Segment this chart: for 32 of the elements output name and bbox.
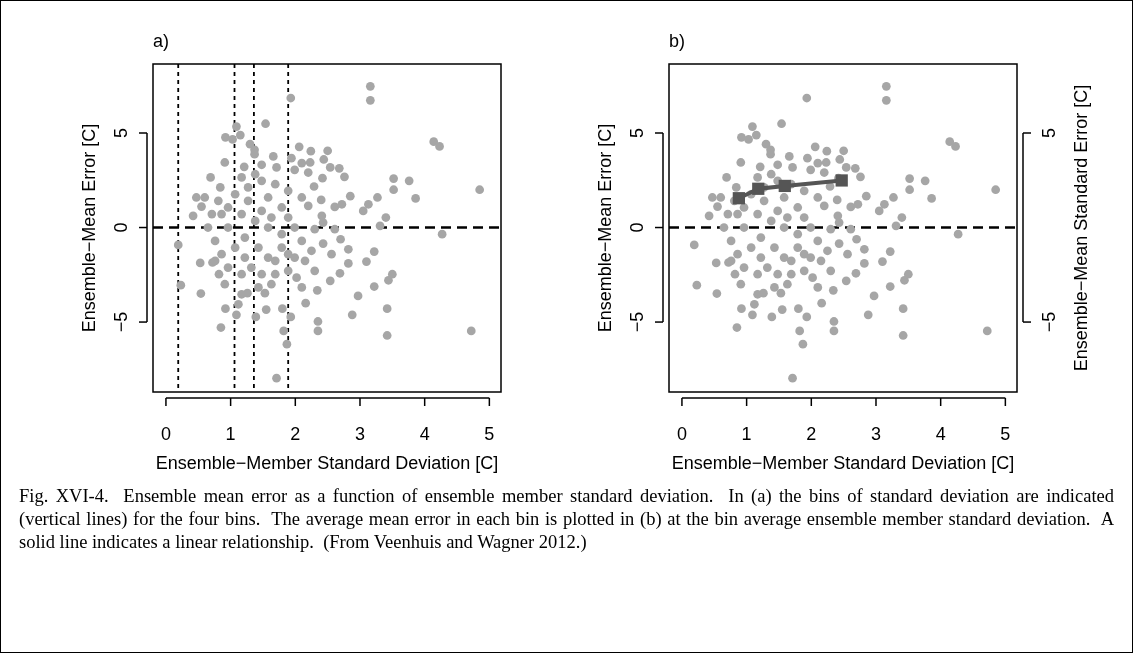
y2-axis-title: Ensemble−Mean Standard Error [C] <box>1071 84 1091 372</box>
y-tick-label: −5 <box>627 311 647 333</box>
point <box>778 179 791 193</box>
x-tick-label: 4 <box>935 424 946 444</box>
y-axis-title: Ensemble−Mean Error [C] <box>79 123 99 333</box>
x-tick-label: 1 <box>225 424 236 444</box>
y-tick-label: 0 <box>627 222 647 233</box>
y-tick-label: −5 <box>111 311 131 333</box>
y-axis-title: Ensemble−Mean Error [C] <box>595 123 615 333</box>
y-tick-label: 0 <box>111 222 131 233</box>
x-tick-label: 5 <box>1000 424 1011 444</box>
x-tick-label: 1 <box>741 424 752 444</box>
x-axis-title: Ensemble−Member Standard Deviation [C] <box>671 453 1015 473</box>
x-tick-label: 0 <box>160 424 171 444</box>
chart-title: b) <box>669 31 686 51</box>
x-tick-label: 4 <box>419 424 430 444</box>
point <box>835 174 848 187</box>
x-tick-label: 0 <box>676 424 687 444</box>
x-tick-label: 2 <box>806 424 817 444</box>
y2-tick-label: −5 <box>1039 311 1059 333</box>
y-tick-label: 5 <box>627 128 647 139</box>
x-tick-label: 3 <box>870 424 881 444</box>
text: Fig. XVI-4. Ensemble mean error as a function of ensemble member standard deviation. In (a) the bins of standard deviation are indicated (vertical lines) for the four bins. The average mean error in each bin is plotted in (b) at the bin average ensemble member standard deviation. A solid line indicates a linear relationship. (From Veenhuis and Wagner 2012.) <box>19 485 1114 554</box>
chart-title: a) <box>153 31 170 51</box>
y-tick-label: 5 <box>111 128 131 139</box>
point <box>732 192 745 205</box>
x-tick-label: 2 <box>290 424 301 444</box>
point <box>752 182 765 195</box>
y2-tick-label: 5 <box>1039 128 1059 139</box>
x-tick-label: 5 <box>484 424 495 444</box>
x-tick-label: 3 <box>354 424 365 444</box>
x-axis-title: Ensemble−Member Standard Deviation [C] <box>155 453 499 473</box>
